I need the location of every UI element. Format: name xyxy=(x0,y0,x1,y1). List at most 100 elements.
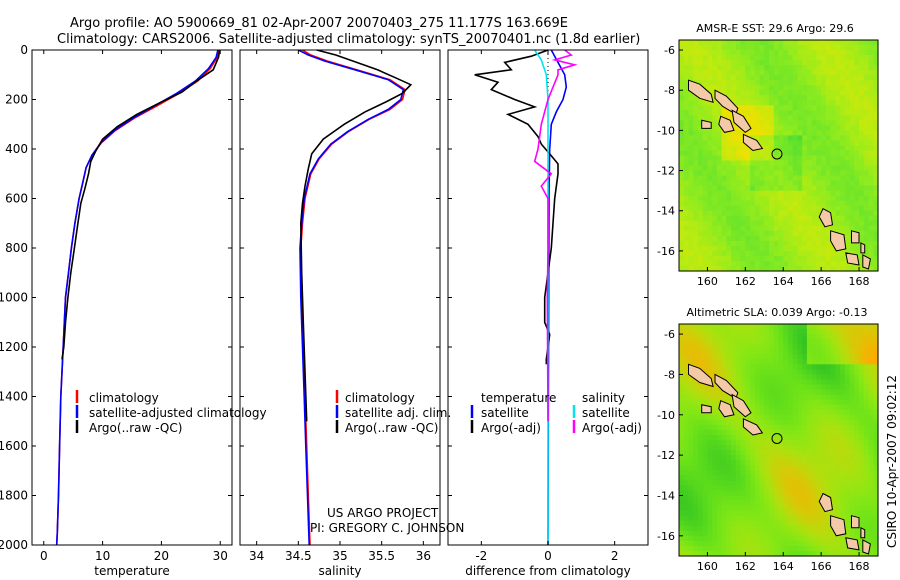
heatmap-cell xyxy=(764,424,770,431)
heatmap-cell xyxy=(773,424,780,431)
heatmap-cell xyxy=(731,490,737,496)
heatmap-cell xyxy=(688,55,694,61)
heatmap-cell xyxy=(854,359,860,365)
heatmap-cell xyxy=(835,404,841,411)
heatmap-cell xyxy=(868,329,874,335)
heatmap-cell xyxy=(754,185,761,192)
heatmap-cell xyxy=(773,200,780,207)
heatmap-cell xyxy=(859,414,865,421)
heatmap-cell xyxy=(806,379,813,386)
legend-sal-satellite: satellite xyxy=(582,406,630,420)
heatmap-cell xyxy=(788,80,794,86)
heatmap-cell xyxy=(740,435,746,441)
heatmap-cell xyxy=(859,349,865,355)
heatmap-cell xyxy=(721,414,727,421)
heatmap-cell xyxy=(750,130,756,136)
heatmap-cell xyxy=(863,245,870,252)
heatmap-cell xyxy=(806,95,813,101)
heatmap-cell xyxy=(764,535,770,542)
heatmap-cell xyxy=(844,414,851,421)
heatmap-cell xyxy=(863,230,870,237)
heatmap-cell xyxy=(754,255,761,262)
heatmap-cell xyxy=(840,195,846,202)
heatmap-cell xyxy=(750,445,756,451)
heatmap-cell xyxy=(702,465,708,471)
heatmap-cell xyxy=(773,180,780,187)
heatmap-cell xyxy=(844,155,851,162)
heatmap-cell xyxy=(806,414,813,421)
heatmap-cell xyxy=(778,515,784,522)
heatmap-cell xyxy=(769,455,775,461)
heatmap-cell xyxy=(802,50,808,56)
heatmap-cell xyxy=(764,80,770,86)
heatmap-cell xyxy=(693,200,699,207)
heatmap-cell xyxy=(868,235,874,242)
heatmap-cell xyxy=(735,150,742,157)
heatmap-cell xyxy=(707,140,713,146)
heatmap-cell xyxy=(811,215,817,222)
heatmap-cell xyxy=(783,195,789,202)
heatmap-cell xyxy=(735,329,742,335)
heatmap-cell xyxy=(712,50,718,56)
heatmap-cell xyxy=(712,180,718,187)
heatmap-cell xyxy=(759,230,765,237)
heatmap-cell xyxy=(721,70,727,76)
heatmap-cell xyxy=(863,424,870,431)
heatmap-cell xyxy=(859,185,865,192)
heatmap-cell xyxy=(825,364,832,370)
heatmap-cell xyxy=(702,455,708,461)
heatmap-cell xyxy=(721,490,727,496)
heatmap-cell xyxy=(712,384,718,391)
heatmap-cell xyxy=(745,175,751,182)
heatmap-cell xyxy=(688,145,694,152)
heatmap-cell xyxy=(821,450,827,456)
heatmap-cell xyxy=(792,235,798,242)
heatmap-cell xyxy=(830,220,836,227)
heatmap-cell xyxy=(778,120,784,126)
heatmap-cell xyxy=(840,490,846,496)
heatmap-cell xyxy=(750,379,756,386)
heatmap-cell xyxy=(792,344,798,350)
heatmap-cell xyxy=(759,65,765,71)
heatmap-cell xyxy=(844,125,851,131)
heatmap-cell xyxy=(773,480,780,486)
heatmap-cell xyxy=(840,130,846,136)
heatmap-cell xyxy=(792,85,798,91)
heatmap-cell xyxy=(702,175,708,182)
heatmap-cell xyxy=(816,125,822,131)
heatmap-cell xyxy=(830,540,836,547)
heatmap-cell xyxy=(811,525,817,532)
heatmap-cell xyxy=(778,50,784,56)
heatmap-cell xyxy=(716,245,723,252)
heatmap-cell xyxy=(854,105,860,111)
heatmap-cell xyxy=(816,349,822,355)
heatmap-cell xyxy=(740,374,746,380)
heatmap-cell xyxy=(679,460,685,466)
heatmap-cell xyxy=(806,65,813,71)
heatmap-cell xyxy=(712,515,718,522)
heatmap-cell xyxy=(693,540,699,547)
heatmap-cell xyxy=(797,95,803,101)
heatmap-cell xyxy=(721,90,727,96)
heatmap-cell xyxy=(859,455,865,461)
heatmap-cell xyxy=(797,389,803,396)
heatmap-cell xyxy=(698,460,704,466)
heatmap-cell xyxy=(816,40,822,46)
heatmap-cell xyxy=(750,515,756,522)
heatmap-cell xyxy=(821,440,827,446)
heatmap-cell xyxy=(759,235,765,242)
heatmap-cell xyxy=(873,115,879,121)
heatmap-cell xyxy=(759,80,765,86)
heatmap-cell xyxy=(788,545,794,552)
heatmap-cell xyxy=(859,205,865,212)
heatmap-cell xyxy=(679,364,685,370)
heatmap-cell xyxy=(731,200,737,207)
heatmap-cell xyxy=(754,440,761,446)
heatmap-cell xyxy=(811,160,817,167)
heatmap-cell xyxy=(740,175,746,182)
heatmap-cell xyxy=(854,500,860,507)
heatmap-cell xyxy=(693,460,699,466)
heatmap-cell xyxy=(825,105,832,111)
heatmap-cell xyxy=(859,465,865,471)
heatmap-cell xyxy=(712,551,718,557)
